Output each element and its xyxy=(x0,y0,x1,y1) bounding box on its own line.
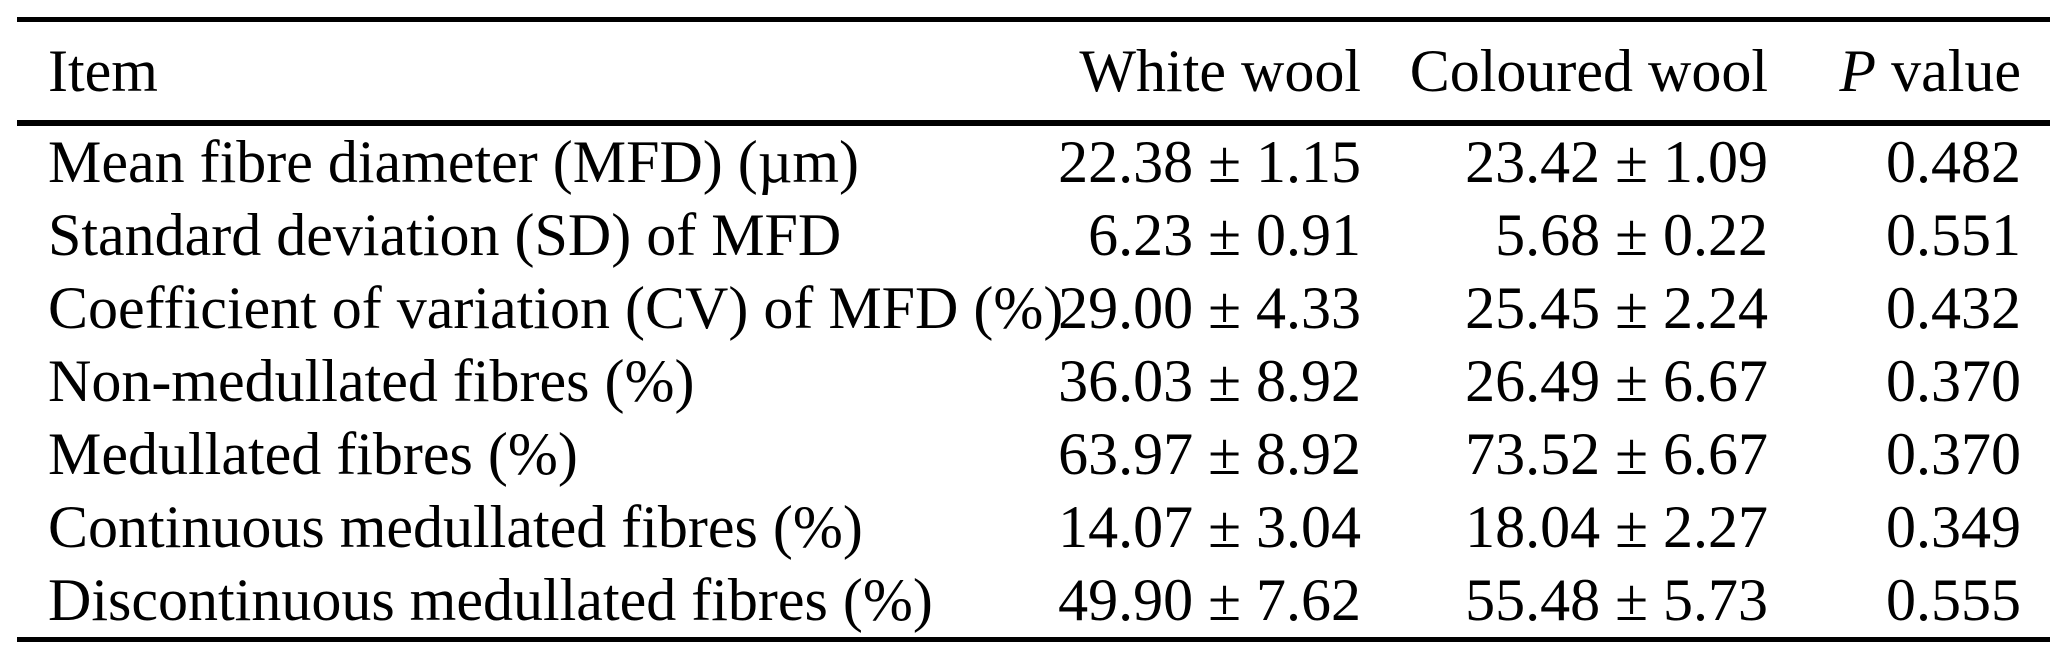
p-value-rest: value xyxy=(1891,37,2021,104)
table-header: Item White wool Coloured wool P value xyxy=(17,19,2050,126)
row-item-label: Medullated fibres (%) xyxy=(48,421,578,487)
row-coloured-wool-value: 73.52 ± 6.67 xyxy=(1465,421,1768,487)
row-p-value: 0.349 xyxy=(1886,494,2021,560)
row-p-value: 0.370 xyxy=(1886,421,2021,487)
row-p-value: 0.555 xyxy=(1886,567,2021,633)
table-row: Non-medullated fibres (%) 36.03 ± 8.92 2… xyxy=(17,345,2050,418)
row-coloured-wool-value: 5.68 ± 0.22 xyxy=(1495,202,1768,268)
row-white-wool-value: 29.00 ± 4.33 xyxy=(1058,275,1361,341)
p-value-italic-p: P xyxy=(1839,37,1877,104)
table-body: Mean fibre diameter (MFD) (µm) 22.38 ± 1… xyxy=(17,123,2050,640)
row-p-value: 0.482 xyxy=(1886,129,2021,195)
row-white-wool-value: 14.07 ± 3.04 xyxy=(1058,494,1361,560)
row-white-wool-value: 49.90 ± 7.62 xyxy=(1058,567,1361,633)
row-white-wool-value: 36.03 ± 8.92 xyxy=(1058,348,1361,414)
row-p-value: 0.370 xyxy=(1886,348,2021,414)
header-p-value: P value xyxy=(1768,19,2050,126)
row-p-value: 0.551 xyxy=(1886,202,2021,268)
row-coloured-wool-value: 18.04 ± 2.27 xyxy=(1465,494,1768,560)
row-coloured-wool-value: 26.49 ± 6.67 xyxy=(1465,348,1768,414)
row-item-label: Continuous medullated fibres (%) xyxy=(48,494,863,560)
row-white-wool-value: 6.23 ± 0.91 xyxy=(1088,202,1361,268)
table-row: Coefficient of variation (CV) of MFD (%)… xyxy=(17,272,2050,345)
row-item-label: Discontinuous medullated fibres (%) xyxy=(48,567,933,633)
header-row: Item White wool Coloured wool P value xyxy=(17,19,2050,126)
table-row: Continuous medullated fibres (%) 14.07 ±… xyxy=(17,491,2050,564)
table-row: Standard deviation (SD) of MFD 6.23 ± 0.… xyxy=(17,199,2050,272)
header-white-wool: White wool xyxy=(1017,19,1361,126)
row-item-label: Non-medullated fibres (%) xyxy=(48,348,695,414)
row-item-label: Coefficient of variation (CV) of MFD (%) xyxy=(48,275,1064,341)
header-item: Item xyxy=(17,19,1017,126)
wool-characteristics-table: Item White wool Coloured wool P value Me… xyxy=(17,17,2050,642)
table-row: Mean fibre diameter (MFD) (µm) 22.38 ± 1… xyxy=(17,123,2050,199)
table-row: Medullated fibres (%) 63.97 ± 8.92 73.52… xyxy=(17,418,2050,491)
row-white-wool-value: 22.38 ± 1.15 xyxy=(1058,129,1361,195)
row-white-wool-value: 63.97 ± 8.92 xyxy=(1058,421,1361,487)
table-row: Discontinuous medullated fibres (%) 49.9… xyxy=(17,564,2050,640)
row-p-value: 0.432 xyxy=(1886,275,2021,341)
header-coloured-wool: Coloured wool xyxy=(1361,19,1768,126)
row-coloured-wool-value: 25.45 ± 2.24 xyxy=(1465,275,1768,341)
row-item-label: Mean fibre diameter (MFD) (µm) xyxy=(48,129,859,195)
row-coloured-wool-value: 23.42 ± 1.09 xyxy=(1465,129,1768,195)
row-coloured-wool-value: 55.48 ± 5.73 xyxy=(1465,567,1768,633)
row-item-label: Standard deviation (SD) of MFD xyxy=(48,202,842,268)
